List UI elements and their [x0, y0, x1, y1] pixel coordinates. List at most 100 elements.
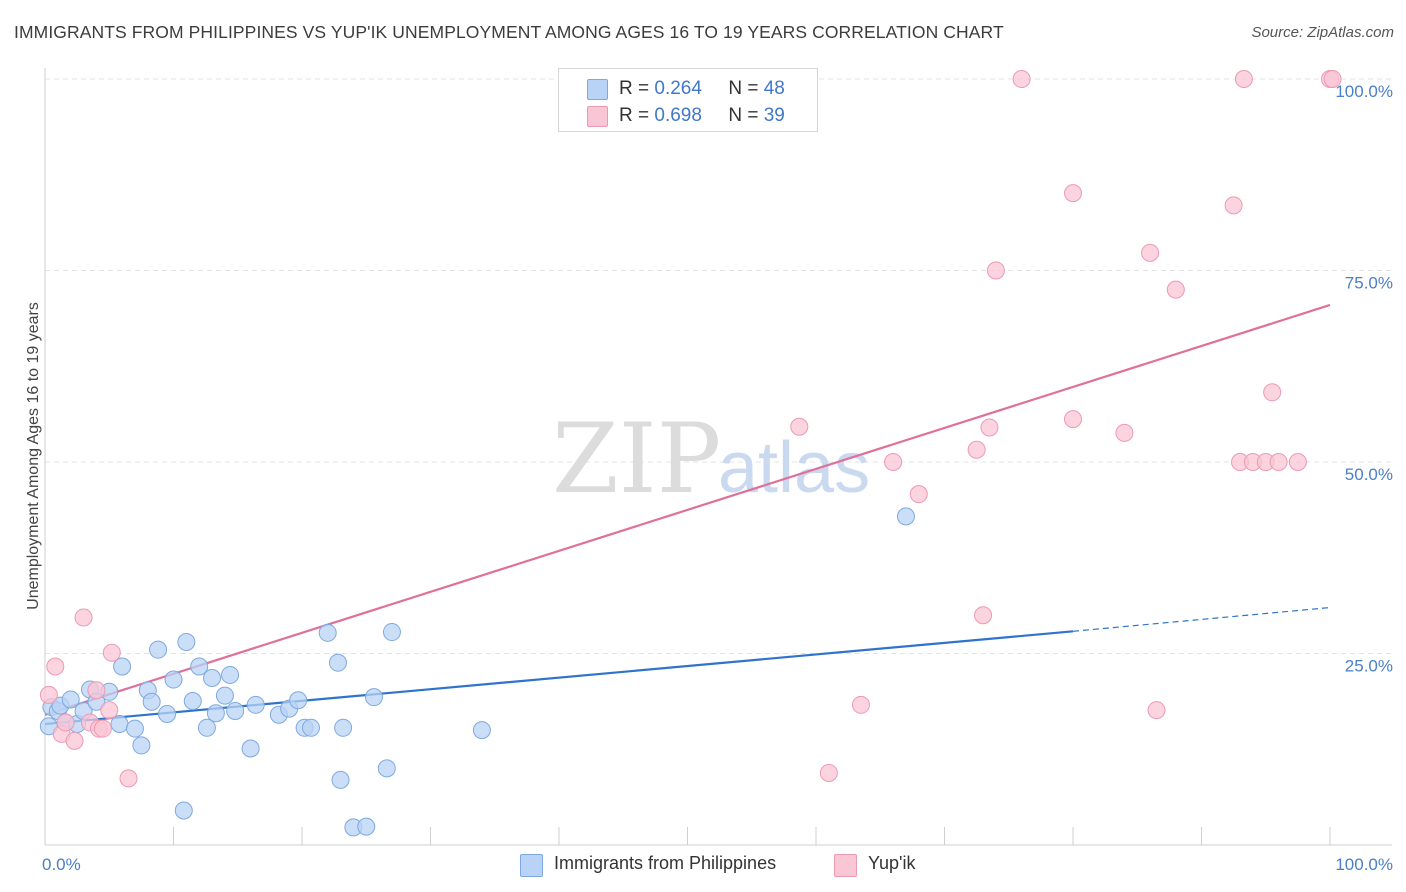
grid-lines: [45, 78, 1392, 654]
series-legend: Immigrants from Philippines Yup'ik: [0, 852, 1406, 880]
point-yupik: [87, 681, 106, 700]
point-yupik: [1288, 453, 1307, 471]
legend-swatch-pink: [834, 854, 857, 877]
point-yupik: [93, 719, 112, 738]
point-yupik: [884, 453, 903, 471]
y-tick-label: 100.0%: [1335, 82, 1393, 101]
point-philippines: [215, 686, 234, 705]
point-philippines: [125, 719, 144, 738]
y-tick-label: 50.0%: [1345, 465, 1393, 484]
point-yupik: [102, 643, 121, 662]
point-yupik: [1064, 410, 1082, 429]
point-philippines: [246, 695, 265, 714]
point-philippines: [472, 721, 491, 740]
watermark-zip: ZIP: [552, 403, 721, 515]
point-yupik: [819, 763, 838, 782]
point-philippines: [174, 801, 193, 820]
point-yupik: [1012, 70, 1031, 88]
point-philippines: [377, 759, 396, 778]
point-philippines: [158, 705, 177, 724]
point-yupik: [1269, 453, 1288, 471]
tick-labels: 25.0% 50.0% 75.0% 100.0% 0.0% 100.0%: [42, 82, 1393, 874]
point-yupik: [1263, 383, 1282, 402]
trend-line-yupik: [44, 303, 1331, 716]
point-yupik: [1166, 280, 1185, 299]
point-yupik: [1323, 70, 1342, 88]
point-yupik: [1141, 243, 1160, 262]
legend-n-value: 48: [763, 78, 785, 99]
legend-swatch-pink: [587, 106, 608, 127]
point-yupik: [1147, 701, 1166, 720]
point-philippines: [183, 691, 202, 710]
legend-r-label: R =: [619, 105, 650, 126]
point-philippines: [203, 669, 222, 688]
point-philippines: [331, 770, 350, 789]
point-philippines: [221, 665, 240, 684]
chart-title: IMMIGRANTS FROM PHILIPPINES VS YUP'IK UN…: [14, 22, 1004, 42]
watermark-atlas: atlas: [718, 428, 870, 508]
point-philippines: [364, 688, 383, 707]
point-philippines: [132, 736, 151, 755]
legend-swatch-blue: [520, 854, 543, 877]
point-philippines: [190, 657, 209, 676]
point-philippines: [334, 718, 353, 737]
point-philippines: [241, 739, 260, 758]
y-tick-label: 25.0%: [1345, 657, 1393, 676]
point-yupik: [119, 769, 138, 788]
point-philippines: [896, 507, 915, 526]
point-philippines: [177, 633, 196, 652]
trend-line-philippines: [44, 630, 1074, 726]
x-tick-label: 0.0%: [42, 855, 81, 874]
point-yupik: [74, 608, 93, 627]
point-philippines: [328, 653, 347, 672]
point-philippines: [164, 670, 183, 689]
legend-r-value: 0.698: [654, 105, 702, 126]
point-philippines: [197, 718, 216, 737]
point-philippines: [142, 692, 161, 711]
point-yupik: [65, 731, 84, 750]
point-yupik: [974, 606, 993, 625]
point-yupik: [1234, 70, 1253, 88]
correlation-legend: R = 0.264 N = 48 R = 0.698 N = 39: [558, 68, 818, 132]
watermark: ZIP atlas: [552, 403, 870, 515]
point-yupik: [909, 485, 928, 504]
data-points: [39, 70, 1342, 837]
point-yupik: [1115, 423, 1134, 442]
point-philippines: [61, 690, 80, 709]
axes: [44, 68, 1392, 846]
point-yupik: [851, 695, 870, 714]
point-philippines: [206, 704, 225, 723]
source-label: Source: ZipAtlas.com: [1251, 24, 1394, 41]
y-axis-label: Unemployment Among Ages 16 to 19 years: [25, 302, 42, 610]
point-philippines: [357, 817, 376, 836]
point-yupik: [967, 440, 986, 459]
point-philippines: [301, 718, 320, 737]
legend-r-label: R =: [619, 78, 650, 99]
point-philippines: [289, 691, 308, 710]
legend-n-label: N =: [728, 105, 759, 126]
point-philippines: [318, 623, 337, 642]
legend-label-philippines: Immigrants from Philippines: [554, 853, 777, 873]
legend-r-value: 0.264: [654, 78, 702, 99]
point-yupik: [1224, 196, 1243, 215]
legend-label-yupik: Yup'ik: [868, 853, 916, 873]
point-yupik: [1064, 184, 1082, 203]
point-philippines: [113, 657, 132, 676]
legend-swatch-blue: [587, 79, 608, 100]
point-yupik: [56, 713, 75, 732]
point-philippines: [382, 623, 401, 642]
point-yupik: [790, 417, 809, 436]
point-philippines: [149, 640, 168, 659]
legend-n-value: 39: [763, 105, 785, 126]
trend-line-philippines-extension: [1072, 606, 1331, 632]
point-yupik: [986, 261, 1005, 280]
point-philippines: [226, 701, 245, 720]
x-tick-label: 100.0%: [1335, 855, 1393, 874]
point-yupik: [980, 418, 999, 437]
point-yupik: [100, 701, 119, 720]
legend-n-label: N =: [728, 78, 759, 99]
point-yupik: [39, 685, 58, 704]
point-yupik: [46, 657, 65, 676]
y-tick-label: 75.0%: [1345, 274, 1393, 293]
